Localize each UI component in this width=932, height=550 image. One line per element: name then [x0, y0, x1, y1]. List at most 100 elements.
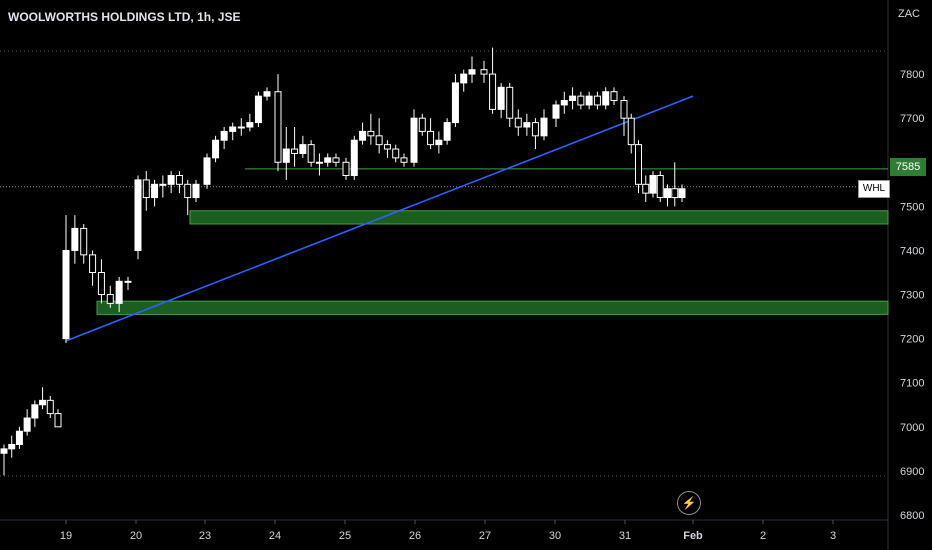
candle-body	[410, 117, 418, 163]
candle-body	[106, 294, 114, 304]
flash-icon[interactable]: ⚡	[677, 491, 701, 515]
x-tick-label: 30	[549, 530, 561, 542]
candle-body	[71, 227, 79, 251]
candle-body	[577, 95, 585, 106]
y-tick-label: 7800	[900, 69, 924, 81]
candle-body	[23, 417, 31, 432]
support-zone	[189, 210, 889, 225]
x-tick-label: 25	[339, 530, 351, 542]
candle-body	[31, 404, 39, 419]
candle-body	[602, 91, 610, 106]
candle-body	[523, 122, 531, 128]
candle-body	[282, 148, 290, 163]
candle-body	[540, 117, 548, 137]
candle-body	[332, 157, 340, 163]
candle-body	[656, 175, 664, 199]
candle-body	[89, 254, 97, 273]
candle-body	[593, 95, 601, 106]
candle-body	[392, 148, 400, 159]
candle-body	[468, 69, 476, 75]
candle-body	[315, 161, 323, 164]
candle-body	[451, 82, 459, 124]
y-tick-label: 7700	[900, 113, 924, 125]
candle-body	[400, 157, 408, 163]
candle-body	[15, 430, 23, 445]
candle-body	[435, 139, 443, 146]
candle-body	[497, 86, 505, 110]
candle-body	[0, 448, 8, 454]
y-tick-label: 7500	[900, 201, 924, 213]
candle-body	[350, 139, 358, 177]
candle-body	[480, 69, 488, 75]
candle-body	[664, 188, 671, 199]
chart-title: WOOLWORTHS HOLDINGS LTD, 1h, JSE	[8, 10, 241, 24]
candle-body	[124, 280, 132, 283]
candle-body	[254, 95, 262, 124]
support-zone	[96, 300, 889, 315]
candle-body	[649, 175, 657, 194]
candle-body	[569, 95, 577, 102]
candle-body	[184, 183, 192, 199]
candle-body	[531, 122, 539, 137]
candle-body	[610, 91, 618, 102]
candle-body	[62, 249, 70, 340]
candle-body	[418, 117, 426, 132]
candle-body	[134, 179, 142, 251]
currency-label: ZAC	[898, 8, 920, 20]
candle-body	[514, 117, 522, 128]
candle-body	[383, 144, 391, 150]
candle-body	[220, 130, 228, 141]
x-tick-label: 19	[60, 530, 72, 542]
candle-body	[560, 100, 568, 106]
x-tick-label: 27	[479, 530, 491, 542]
candle-body	[97, 272, 105, 296]
candle-body	[427, 130, 435, 146]
x-tick-label: 23	[199, 530, 211, 542]
candle-body	[291, 148, 299, 154]
candle-body	[246, 122, 254, 128]
candle-body	[175, 175, 183, 185]
candle-body	[8, 443, 16, 450]
candle-body	[151, 183, 159, 199]
x-tick-label: 2	[760, 530, 766, 542]
candle-body	[585, 95, 593, 106]
candle-body	[237, 126, 245, 129]
y-tick-label: 7200	[900, 334, 924, 346]
support-price-tag: 7585	[890, 158, 926, 176]
x-tick-label: Feb	[683, 530, 703, 542]
candle-body	[115, 280, 123, 304]
trendline	[65, 95, 694, 342]
y-tick-label: 7400	[900, 245, 924, 257]
y-tick-label: 7100	[900, 378, 924, 390]
y-tick-label: 6800	[900, 510, 924, 522]
candle-body	[671, 188, 679, 199]
candle-body	[159, 183, 167, 186]
candle-body	[212, 139, 220, 159]
candle-body	[627, 117, 635, 146]
candle-body	[39, 399, 47, 406]
candle-body	[375, 135, 383, 146]
candle-body	[203, 157, 211, 185]
candle-body	[552, 104, 560, 119]
y-tick-label: 7300	[900, 290, 924, 302]
candle-body	[274, 91, 282, 163]
x-tick-label: 31	[619, 530, 631, 542]
candle-body	[229, 126, 237, 132]
candle-body	[635, 144, 642, 185]
x-tick-label: 20	[130, 530, 142, 542]
candle-body	[263, 91, 271, 97]
candle-body	[506, 86, 514, 119]
candle-body	[678, 188, 686, 199]
candle-body	[46, 399, 54, 415]
x-tick-label: 24	[269, 530, 281, 542]
candle-body	[80, 227, 88, 256]
candle-body	[367, 130, 375, 137]
candle-body	[142, 179, 150, 199]
candle-body	[167, 175, 175, 185]
candle-body	[642, 183, 650, 194]
candle-body	[359, 130, 367, 141]
x-tick-label: 26	[409, 530, 421, 542]
candle-body	[620, 100, 628, 119]
symbol-tag[interactable]: WHL	[858, 180, 890, 198]
